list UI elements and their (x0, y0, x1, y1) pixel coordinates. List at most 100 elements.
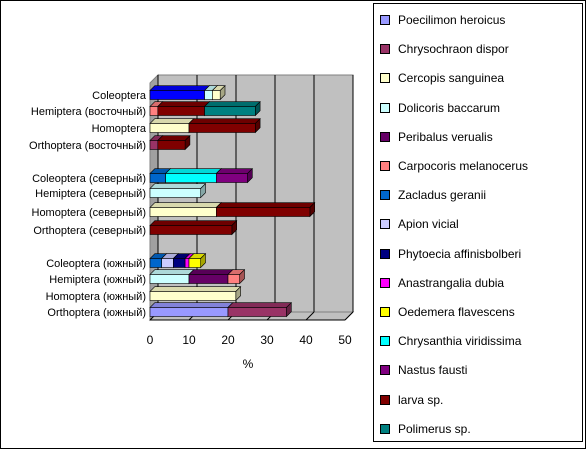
x-axis-label: % (243, 357, 254, 371)
legend-label: Anastrangalia dubia (398, 275, 505, 290)
legend-swatch (380, 336, 390, 347)
bar-segment (149, 140, 159, 150)
bar-segment (227, 307, 287, 317)
bar-segment (188, 258, 201, 268)
bar-segment-top (215, 202, 316, 208)
y-tick-label: Homoptera (северный) (32, 207, 147, 219)
bar-segment (149, 90, 205, 100)
legend-swatch (380, 102, 390, 113)
bar-segment (204, 106, 256, 116)
bar-segment-top (149, 118, 195, 124)
legend-item: Apion vicial (380, 217, 459, 231)
legend-item: Anastrangalia dubia (380, 276, 504, 290)
legend-swatch (380, 307, 390, 317)
bar-segment (204, 90, 213, 100)
legend-item: Chrysochraon dispor (380, 42, 509, 56)
floor-gridline (305, 311, 315, 321)
bar-segment-top (227, 302, 293, 308)
bar-segment (173, 258, 186, 268)
bar-segment-top (215, 168, 254, 174)
bar-segment (149, 123, 190, 133)
bar-segment (149, 274, 190, 284)
bar-segment (149, 291, 237, 301)
bar-segment (149, 106, 159, 116)
bar-segment-top (188, 118, 261, 124)
legend-label: Chrysanthia viridissima (398, 334, 522, 349)
x-tick-label: 50 (338, 333, 352, 347)
legend-label: Polimerus sp. (398, 421, 471, 436)
y-tick-label: Coleoptera (92, 90, 147, 102)
bar-segment-top (188, 269, 234, 275)
legend: Poecilimon heroicus Chrysochraon dispor Ce… (373, 3, 583, 442)
bar-segment (149, 258, 162, 268)
legend-item: larva sp. (380, 393, 443, 407)
legend-label: Cercopis sanguinea (398, 71, 505, 86)
x-tick-label: 40 (299, 333, 313, 347)
y-tick-label: Orthoptera (северный) (33, 225, 146, 237)
bar-segment (216, 207, 311, 217)
legend-swatch (380, 219, 390, 230)
y-tick-label: Coleoptera (южный) (46, 258, 146, 270)
legend-item: Poecilimon heroicus (380, 13, 505, 27)
bar-segment (149, 173, 166, 183)
bar-segment-top (149, 302, 234, 308)
legend-item: Cercopis sanguinea (380, 71, 504, 85)
bar-segment-top (157, 101, 211, 107)
legend-label: Zacladus geranii (398, 188, 487, 203)
legend-item: Chrysanthia viridissima (380, 334, 521, 348)
bar-segment (157, 106, 205, 116)
legend-label: Carpocoris melanocerus (398, 159, 529, 173)
y-tick-label: Homoptera (южный) (46, 291, 146, 303)
bar-segment-top (149, 183, 207, 189)
legend-swatch (380, 277, 390, 288)
legend-label: Phytoecia affinisbolberi (398, 246, 522, 261)
legend-swatch (380, 190, 390, 201)
legend-label: Chrysochraon dispor (398, 42, 509, 57)
legend-item: Peribalus verualis (380, 130, 493, 144)
x-tick-label: 10 (182, 333, 196, 347)
bar-segment-top (149, 202, 222, 208)
y-tick-label: Orthoptera (восточный) (29, 140, 146, 152)
legend-swatch (380, 248, 390, 259)
y-tick-label: Coleoptera (северный) (32, 173, 146, 185)
legend-swatch (380, 423, 390, 434)
legend-swatch (380, 44, 390, 55)
legend-item: Polimerus sp. (380, 422, 471, 436)
legend-item: Phytoecia affinisbolberi (380, 247, 521, 261)
bar-segment-top (203, 101, 261, 107)
legend-swatch (380, 15, 390, 25)
legend-swatch (380, 394, 390, 405)
legend-label: Poecilimon heroicus (398, 13, 506, 27)
legend-swatch (380, 73, 390, 84)
legend-item: Dolicoris baccarum (380, 101, 500, 115)
bar-segment (157, 140, 186, 150)
legend-label: Nastus fausti (398, 363, 468, 378)
legend-label: Oedemera flavescens (398, 305, 515, 319)
legend-label: Dolicoris baccarum (398, 100, 501, 115)
legend-item: Nastus fausti (380, 363, 467, 377)
legend-label: Apion vicial (398, 217, 459, 232)
y-tick-label: Homoptera (92, 123, 147, 135)
legend-label: Peribalus verualis (398, 129, 493, 144)
bar-segment (227, 274, 240, 284)
legend-swatch (380, 365, 390, 376)
bar-segment (149, 307, 229, 317)
bar-segment-top (149, 85, 211, 91)
x-tick-label: 20 (221, 333, 235, 347)
bar-segment (188, 123, 256, 133)
x-tick-label: 0 (147, 333, 154, 347)
bar-segment (212, 90, 221, 100)
y-tick-label: Hemiptera (северный) (35, 188, 146, 200)
legend-item: Carpocoris melanocerus (380, 159, 528, 173)
bar-segment (184, 258, 190, 268)
bar-segment (149, 207, 217, 217)
legend-swatch (380, 131, 390, 142)
bar-segment (216, 173, 248, 183)
x-tick-label: 30 (260, 333, 274, 347)
bar-segment-top (157, 135, 191, 141)
bar-segment-top (149, 286, 242, 292)
y-tick-label: Orthoptera (южный) (47, 307, 146, 319)
bar-segment (188, 274, 229, 284)
stacked-bar-chart: 0 10 20 30 40 50% Coleoptera Hemiptera (восточн… (29, 73, 355, 371)
floor-gridline (344, 311, 354, 321)
